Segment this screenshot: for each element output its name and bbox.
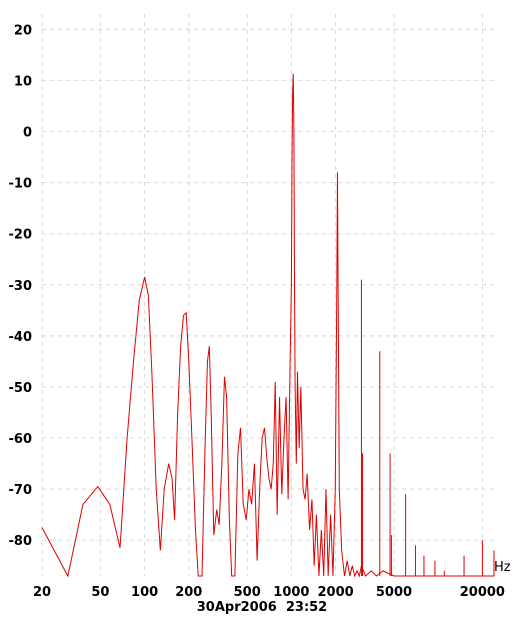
y-tick-label: -60: [9, 432, 33, 447]
timestamp-label: 30Apr2006 23:52: [197, 600, 327, 615]
y-tick-label: -30: [9, 279, 33, 294]
y-axis-ticks: 20 10 0 -10 -20 -30 -40 -50 -60 -70 -80: [9, 23, 33, 549]
x-tick-label: 1000: [273, 585, 309, 600]
x-axis-ticks: 20 50 100 200 500 1000 2000 5000 20000: [33, 585, 505, 600]
x-tick-label: 2000: [317, 585, 353, 600]
y-tick-label: -70: [9, 483, 33, 498]
grid-lines: [41, 14, 494, 576]
y-tick-label: -80: [9, 534, 33, 549]
x-tick-label: 50: [91, 585, 109, 600]
x-axis-unit-label: Hz: [494, 560, 511, 575]
series-layer: [41, 73, 495, 578]
x-tick-label: 5000: [376, 585, 412, 600]
x-tick-label: 20000: [460, 585, 505, 600]
series-line-0: [41, 73, 494, 578]
y-tick-label: -20: [9, 228, 33, 243]
x-tick-label: 500: [234, 585, 261, 600]
y-tick-label: -50: [9, 381, 33, 396]
y-tick-label: 20: [14, 23, 32, 38]
x-tick-label: 200: [175, 585, 202, 600]
x-tick-label: 20: [33, 585, 51, 600]
y-tick-label: 10: [14, 74, 32, 89]
x-tick-label: 100: [131, 585, 158, 600]
y-tick-label: -40: [9, 330, 33, 345]
y-tick-label: -10: [9, 177, 33, 192]
y-tick-label: 0: [23, 126, 32, 141]
